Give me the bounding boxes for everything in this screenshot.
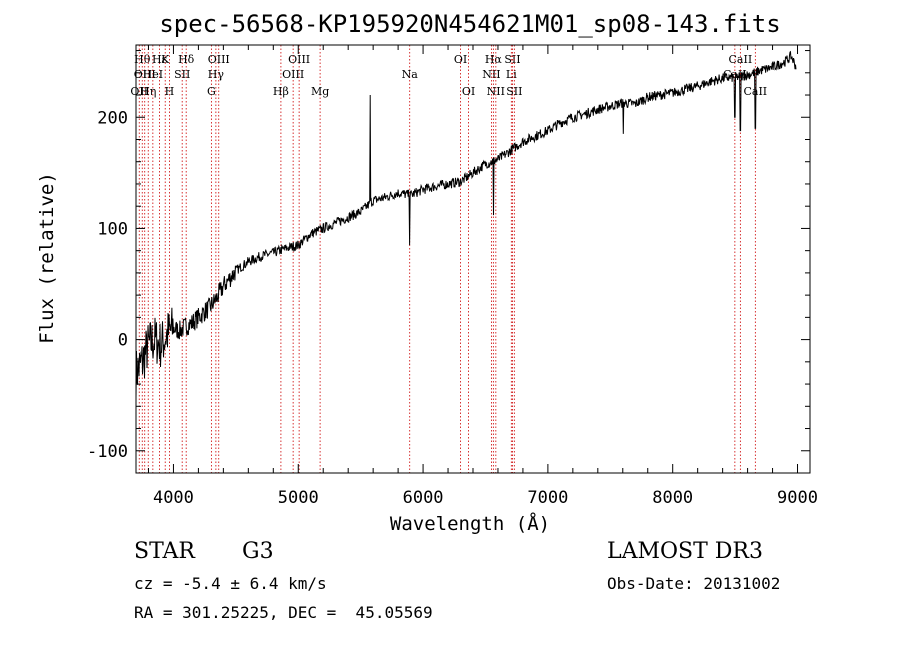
line-marker-label: H (165, 85, 175, 98)
line-marker-label: G (207, 85, 216, 98)
x-tick-label: 6000 (403, 488, 444, 508)
y-tick-label: 0 (118, 331, 128, 351)
plot-frame (135, 44, 811, 474)
line-markers: OII Hθ OIII Hη HeI HεK H SII Hδ G Hγ OIII Hβ OIII OIII… (130, 45, 767, 473)
line-marker-label: Hδ (178, 53, 195, 66)
line-marker-label: OIII (282, 68, 304, 81)
x-tick-label: 7000 (527, 488, 568, 508)
object-subclass: G3 (242, 539, 274, 564)
x-tick-label: 4000 (153, 488, 194, 508)
line-marker-label: OIII (288, 53, 310, 66)
y-tick-label: 200 (97, 108, 128, 128)
line-marker-label: OIII (208, 53, 230, 66)
line-marker-label: CaII (729, 53, 753, 66)
y-tick-label: 100 (97, 219, 128, 239)
line-marker-label: Hθ (134, 53, 151, 66)
obs-date: Obs-Date: 20131002 (607, 574, 781, 593)
survey-name: LAMOST DR3 (607, 539, 763, 564)
axes: 4000 5000 6000 7000 8000 9000 -100 0 100 200 (87, 45, 818, 508)
line-marker-label: NII (482, 68, 500, 81)
line-marker-label: SII (174, 68, 190, 81)
spectrum-line (135, 50, 797, 399)
line-marker-label: Na (402, 68, 419, 81)
line-marker-label: CaII (743, 85, 767, 98)
line-marker-label: Hη (140, 85, 156, 98)
line-marker-label: Li (506, 68, 517, 81)
chart-title: spec-56568-KP195920N454621M01_sp08-143.f… (159, 10, 780, 38)
x-tick-label: 8000 (652, 488, 693, 508)
line-marker-label: SII (504, 53, 520, 66)
line-marker-label: Hβ (273, 85, 289, 98)
coordinates: RA = 301.25225, DEC = 45.05569 (134, 603, 433, 622)
line-marker-label: OIII (134, 68, 156, 81)
x-tick-label: 9000 (777, 488, 818, 508)
line-marker-label: OI (462, 85, 475, 98)
object-class: STAR (134, 539, 195, 564)
line-marker-label: Mg (311, 85, 329, 98)
line-marker-label: Hα (485, 53, 503, 66)
line-marker-label: NII (487, 85, 505, 98)
line-marker-label: Hε (152, 53, 168, 66)
line-marker-label: SII (506, 85, 522, 98)
x-tick-label: 5000 (278, 488, 319, 508)
line-marker-label: OII (130, 85, 148, 98)
line-marker-label: OI (454, 53, 467, 66)
redshift-text: cz = -5.4 ± 6.4 km/s (134, 574, 327, 593)
line-marker-label: Hγ (208, 68, 225, 81)
spectrum-series (135, 50, 797, 399)
x-axis-label: Wavelength (Å) (390, 512, 550, 535)
y-tick-label: -100 (87, 442, 128, 462)
line-marker-label: HeI (143, 68, 163, 81)
line-marker-label: K (161, 53, 170, 66)
y-axis-label: Flux (relative) (36, 172, 58, 344)
